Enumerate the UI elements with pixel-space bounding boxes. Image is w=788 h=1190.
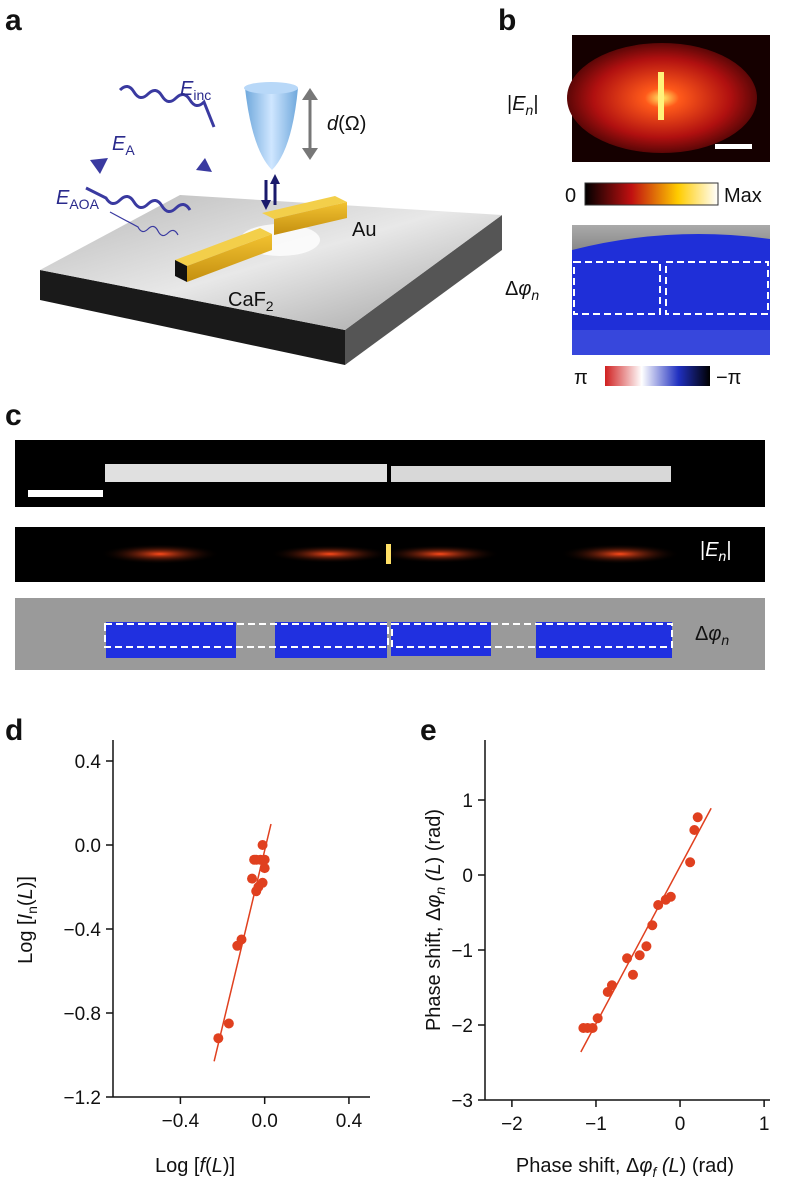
panel-label: c: [5, 399, 22, 432]
data-point: [692, 812, 703, 823]
panel-label: d: [5, 714, 23, 747]
y-tick-label: −0.8: [63, 1004, 101, 1025]
label-amp: |En|: [700, 539, 732, 564]
colorbar-max: −π: [716, 367, 741, 389]
label-phase: Δφn: [695, 623, 729, 648]
data-point: [622, 953, 633, 964]
x-tick-label: 0.0: [251, 1111, 277, 1132]
data-point: [236, 934, 247, 945]
x-tick-label: 0: [675, 1114, 686, 1135]
label-amp: |En|: [507, 93, 539, 118]
y-tick-label: −2: [451, 1016, 473, 1037]
panel-label: a: [5, 4, 22, 37]
data-point: [247, 873, 258, 884]
y-tick-label: −1: [451, 941, 473, 962]
panel-b-images: [567, 35, 770, 386]
label-tip: d(Ω): [327, 113, 366, 135]
data-point: [592, 1013, 603, 1024]
fit-line: [580, 807, 712, 1053]
panel-c-images: [15, 440, 765, 670]
y-axis-label: Phase shift, Δφn (L) (rad): [423, 809, 448, 1031]
data-point: [647, 920, 658, 931]
x-tick-label: −1: [585, 1114, 607, 1135]
data-point: [685, 857, 696, 868]
y-axis-label: Log [In(L)]: [15, 876, 40, 964]
colorbar-min: π: [574, 367, 588, 389]
data-point: [213, 1033, 224, 1044]
colorbar-max: Max: [724, 185, 762, 207]
panel-label: b: [498, 4, 516, 37]
x-tick-label: 0.4: [336, 1111, 363, 1132]
data-point: [259, 863, 270, 874]
x-axis-label: Log [f(L)]: [155, 1155, 235, 1177]
data-point: [634, 950, 645, 961]
data-point: [627, 969, 638, 980]
panel-label: e: [420, 714, 437, 747]
data-point: [257, 877, 268, 888]
data-point: [606, 980, 617, 991]
data-point: [257, 840, 268, 850]
y-tick-label: −1.2: [63, 1088, 101, 1109]
label-e-a: EA: [112, 133, 135, 158]
label-au: Au: [352, 219, 376, 241]
panel-a-illustration: [40, 82, 502, 365]
x-tick-label: −2: [501, 1114, 523, 1135]
data-point: [259, 854, 270, 865]
colorbar-min: 0: [565, 185, 576, 207]
data-point: [223, 1018, 234, 1029]
y-tick-label: 1: [462, 791, 473, 812]
label-caf2: CaF2: [228, 289, 274, 314]
data-point: [587, 1023, 598, 1033]
data-point: [641, 941, 652, 952]
y-tick-label: −0.4: [63, 920, 101, 941]
y-tick-label: 0: [462, 866, 473, 887]
label-phase: Δφn: [505, 278, 539, 303]
y-tick-label: 0.0: [75, 836, 101, 857]
x-tick-label: 1: [759, 1114, 770, 1135]
label-e-aoa: EAOA: [56, 187, 100, 212]
x-tick-label: −0.4: [162, 1111, 200, 1132]
x-axis-label: Phase shift, Δφf (L) (rad): [516, 1155, 734, 1180]
data-point: [689, 825, 700, 835]
data-point: [653, 900, 664, 910]
y-tick-label: −3: [451, 1091, 473, 1112]
y-tick-label: 0.4: [75, 752, 102, 773]
label-e-inc: Einc: [180, 78, 211, 103]
data-point: [665, 891, 676, 902]
